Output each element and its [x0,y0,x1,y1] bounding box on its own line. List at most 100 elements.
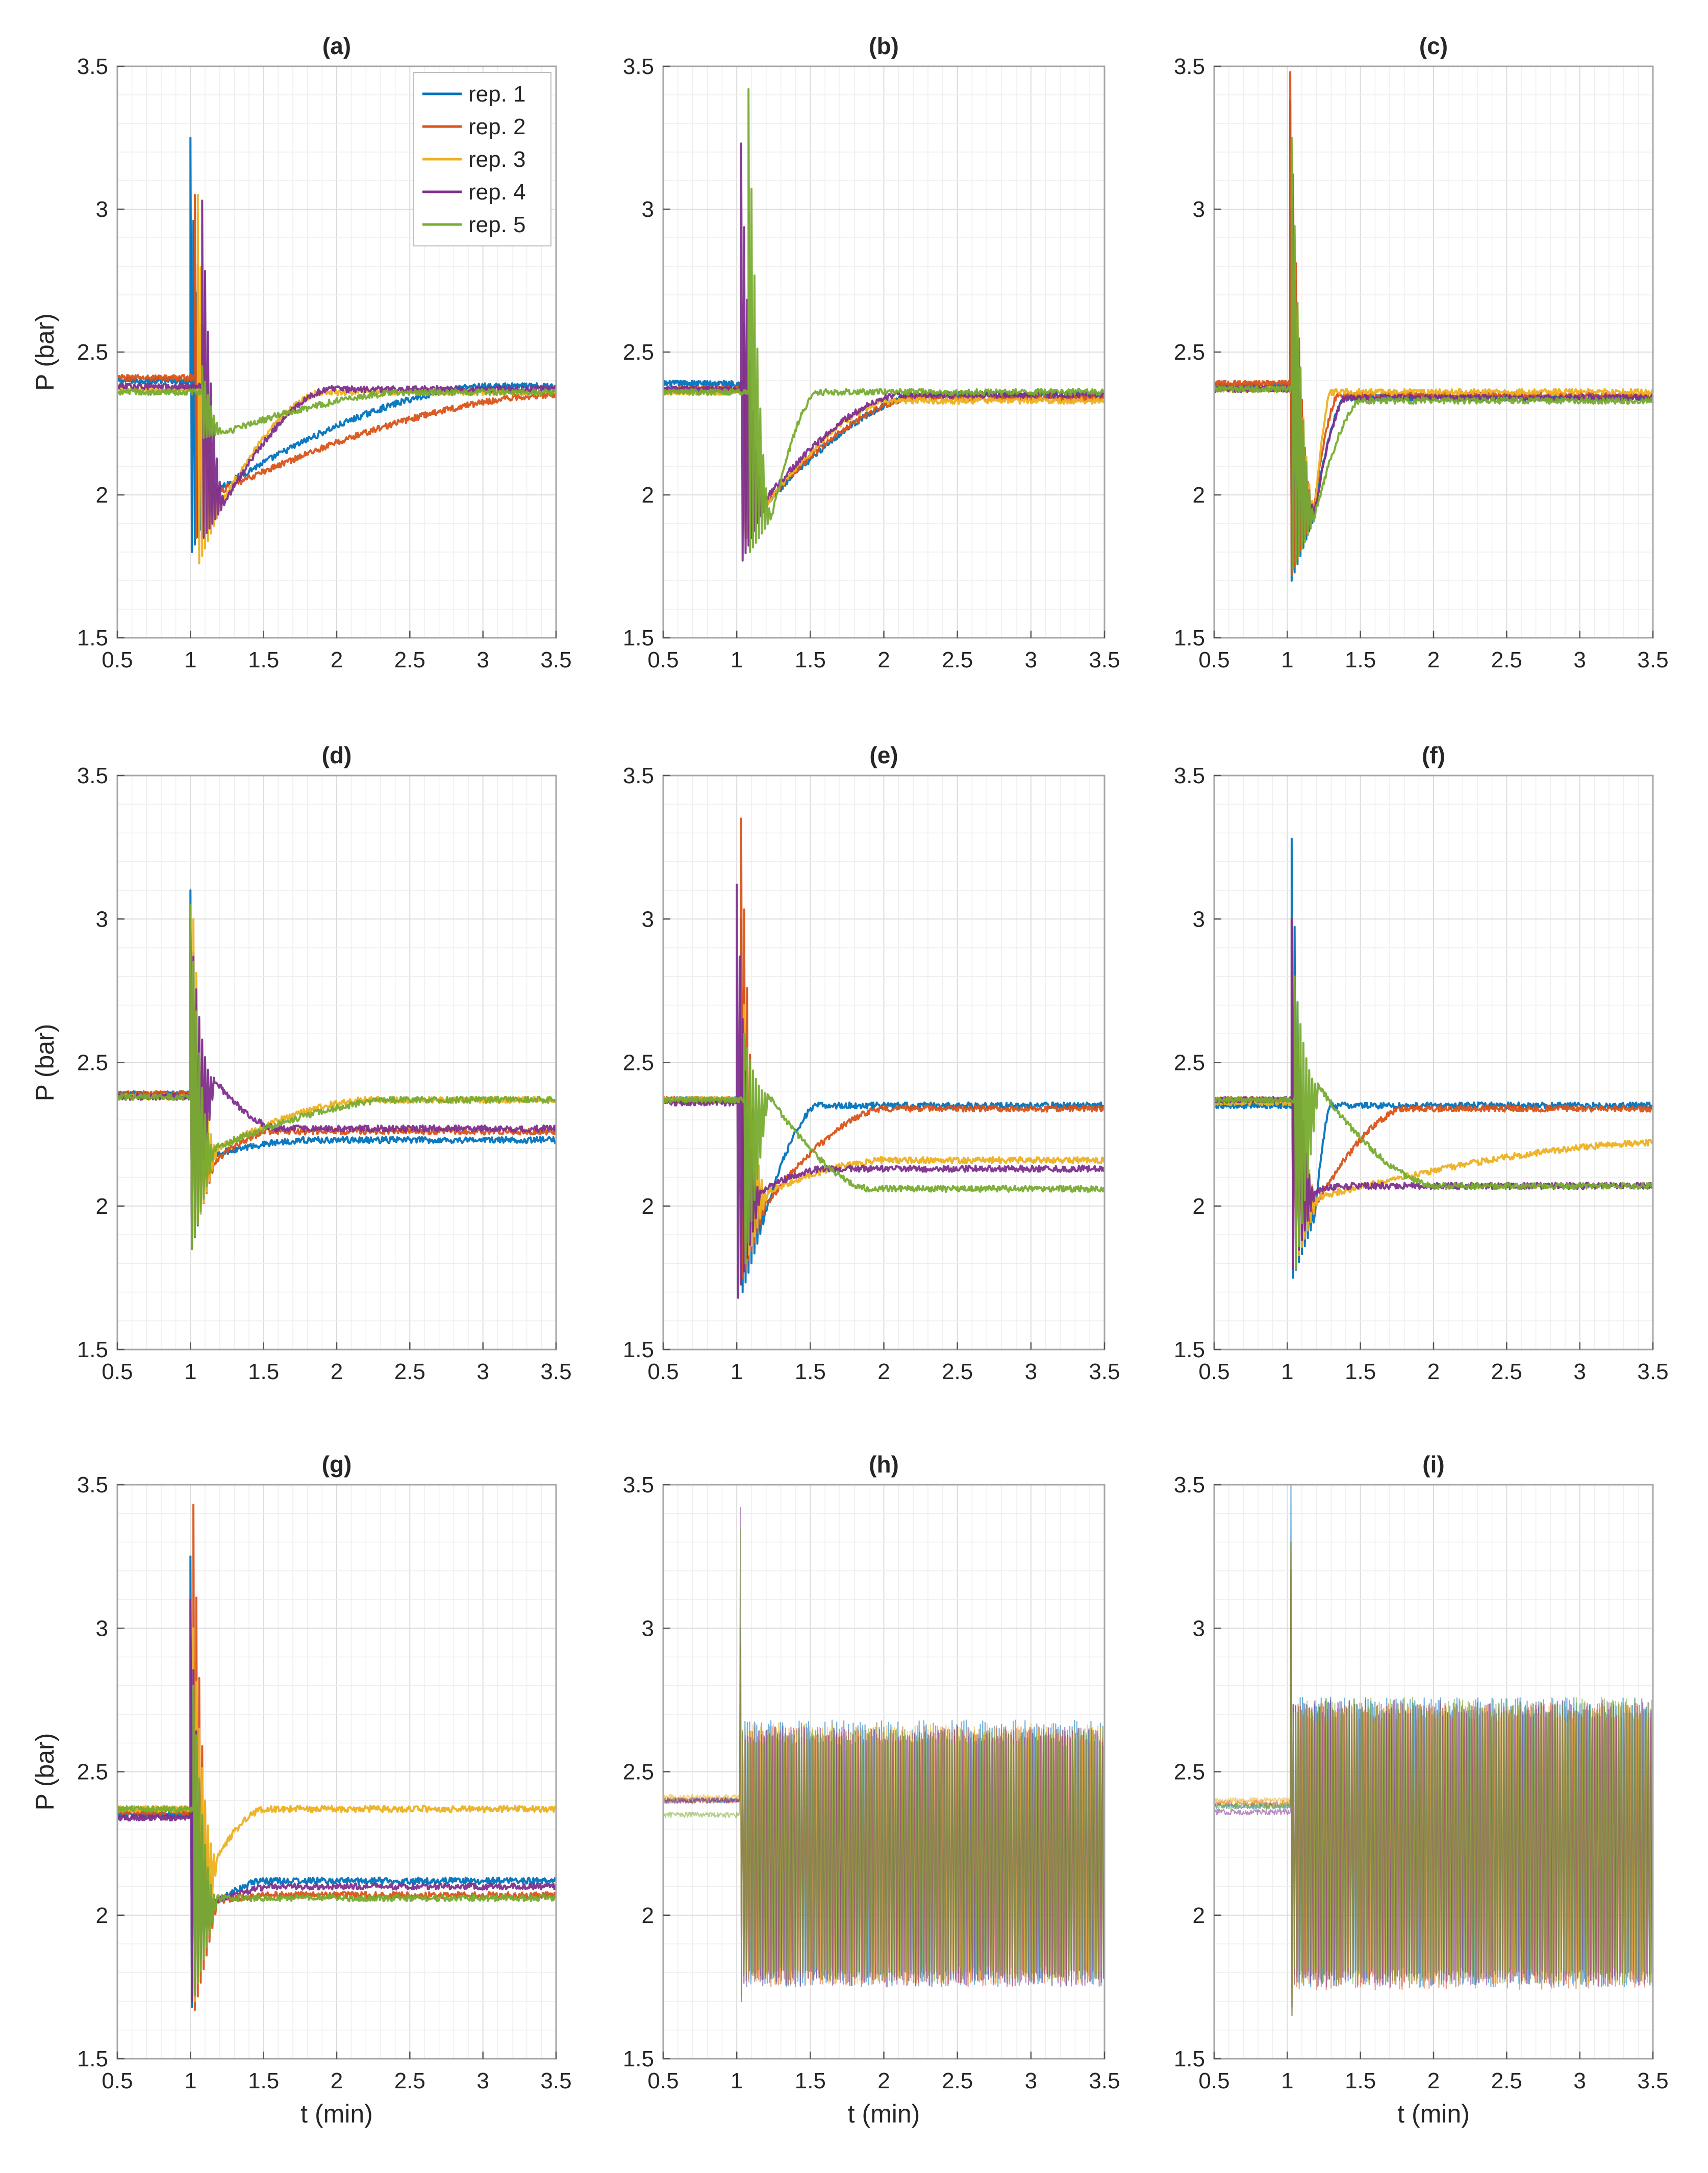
legend-label-rep3: rep. 3 [468,147,526,172]
x-tick-label: 2.5 [1491,1359,1522,1384]
y-tick-label: 2.5 [77,1051,108,1076]
series-group-g [117,1504,556,2011]
series-line-e-rep3 [663,1004,1104,1265]
y-tick-label: 3 [1193,1616,1205,1641]
legend-label-rep1: rep. 1 [468,82,526,107]
panel-i: 0.5 1 1.5 2 2.5 3 3.5 1.5 2 2.5 3 3.5 (i) t (min) [1174,1451,1669,2128]
series-group-a [117,137,556,565]
y-tick-label: 3.5 [623,1472,654,1497]
y-tick-label: 2.5 [77,1760,108,1785]
panel-b: 0.5 1 1.5 2 2.5 3 3.5 1.5 2 2.5 3 3.5 (b) [623,33,1120,672]
y-tick-label: 2 [96,1194,108,1219]
series-group-h [663,1507,1104,2002]
y-tick-label: 2 [1193,1903,1205,1928]
grid-d [117,775,557,1350]
x-tick-label: 1 [184,2068,196,2093]
series-line-e-rep4 [663,883,1104,1299]
y-tick-label: 2.5 [623,340,654,365]
x-tick-label: 0.5 [102,1359,133,1384]
y-tick-label: 2 [96,483,108,508]
y-tick-label: 1.5 [77,626,108,651]
y-tick-label: 3 [642,907,654,932]
y-tick-label: 2.5 [77,340,108,365]
x-tick-label: 2 [331,647,343,672]
series-group-c [1214,71,1653,582]
x-axis-label-i: t (min) [1397,2100,1470,2128]
grid-f [1214,775,1653,1350]
x-tick-label: 3.5 [540,647,571,672]
series-group-i [1214,1485,1653,2016]
series-line-h-rep3 [663,1656,1104,1996]
y-tick-label: 2.5 [1174,1760,1205,1785]
x-tick-label: 3.5 [1089,1359,1120,1384]
x-axis-label-g: t (min) [300,2100,373,2128]
x-tick-label: 1 [1281,647,1293,672]
y-tick-label: 2 [642,483,654,508]
y-tick-label: 3.5 [1174,1472,1205,1497]
x-tick-label: 3 [1025,647,1037,672]
y-tick-label: 3.5 [623,54,654,79]
series-line-e-rep5 [663,1033,1104,1265]
x-tick-label: 2.5 [394,2068,425,2093]
x-tick-label: 1 [731,1359,743,1384]
series-line-g-rep4 [117,1598,556,2003]
panel-title-c: (c) [1419,33,1448,59]
panel-title-g: (g) [322,1451,352,1478]
x-tick-label: 2 [1427,1359,1440,1384]
y-tick-label: 3.5 [77,54,108,79]
x-tick-label: 1 [184,647,196,672]
series-line-i-rep5 [1214,1541,1653,2014]
x-tick-label: 1.5 [248,1359,279,1384]
panel-title-h: (h) [869,1451,899,1478]
x-tick-label: 1.5 [248,647,279,672]
y-tick-label: 3 [96,1616,108,1641]
y-tick-label: 2 [96,1903,108,1928]
y-tick-label: 3 [1193,907,1205,932]
x-tick-label: 2.5 [1491,2068,1522,2093]
x-tick-label: 2.5 [394,1359,425,1384]
panel-title-a: (a) [322,33,351,59]
y-tick-label: 3 [642,1616,654,1641]
series-line-i-rep4 [1214,1570,1653,2008]
x-tick-label: 3.5 [1637,2068,1668,2093]
series-group-e [663,817,1104,1299]
panel-f: 0.5 1 1.5 2 2.5 3 3.5 1.5 2 2.5 3 3.5 (f) [1174,742,1669,1384]
x-tick-label: 1 [184,1359,196,1384]
series-line-h-rep4 [663,1507,1104,1996]
x-tick-label: 2.5 [942,647,973,672]
y-tick-label: 2 [642,1194,654,1219]
x-tick-label: 3 [476,1359,489,1384]
series-line-a-rep4 [117,199,556,539]
x-tick-label: 2.5 [942,2068,973,2093]
x-tick-label: 3 [1573,647,1586,672]
y-tick-label: 1.5 [77,2046,108,2071]
x-tick-label: 1 [731,647,743,672]
y-tick-label: 3.5 [623,763,654,788]
x-tick-label: 2.5 [394,647,425,672]
y-tick-label: 1.5 [1174,2046,1205,2071]
y-tick-label: 2 [1193,1194,1205,1219]
series-group-d [117,889,556,1251]
x-tick-label: 1.5 [1345,647,1376,672]
y-axis-label-g: P (bar) [31,1733,59,1811]
series-group-b [663,88,1104,562]
y-tick-label: 2.5 [623,1051,654,1076]
x-tick-label: 0.5 [102,2068,133,2093]
x-tick-label: 1.5 [795,2068,826,2093]
x-tick-label: 2 [1427,647,1440,672]
x-tick-label: 2 [877,2068,890,2093]
legend-label-rep4: rep. 4 [468,180,526,205]
x-tick-label: 0.5 [647,1359,679,1384]
x-tick-label: 0.5 [1198,1359,1229,1384]
x-tick-label: 0.5 [1198,647,1229,672]
x-tick-label: 3 [476,2068,489,2093]
x-tick-label: 2 [877,647,890,672]
x-tick-label: 3 [1573,1359,1586,1384]
series-line-b-rep4 [663,142,1104,562]
y-tick-label: 3 [96,907,108,932]
grid-c [1214,66,1653,638]
x-tick-label: 2 [331,1359,343,1384]
x-tick-label: 0.5 [647,2068,679,2093]
x-tick-label: 3 [1025,1359,1037,1384]
